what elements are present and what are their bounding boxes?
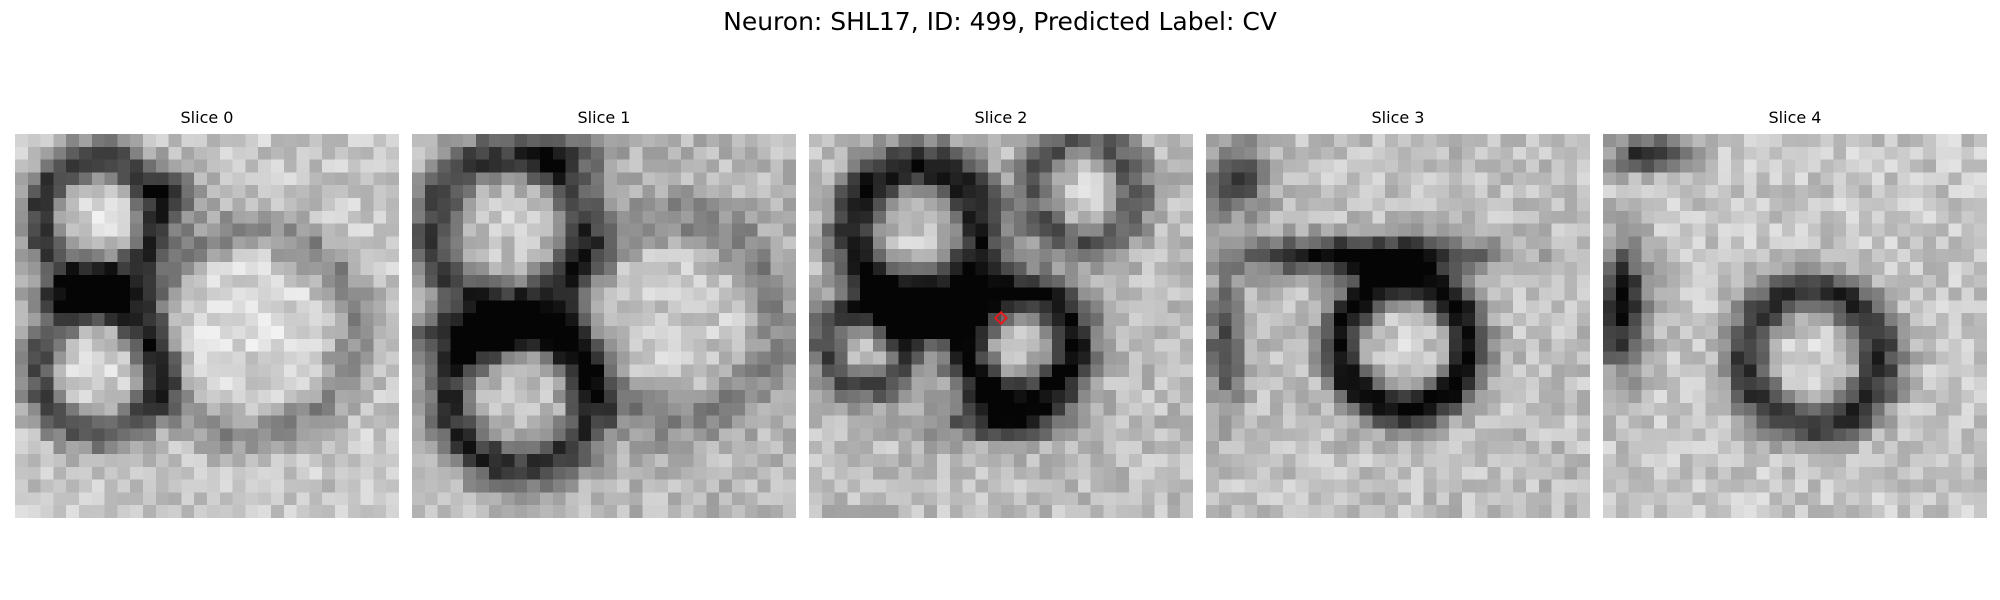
slice-image xyxy=(1603,134,1987,518)
slice-image xyxy=(809,134,1193,518)
slice-title: Slice 4 xyxy=(1768,108,1822,127)
figure-title: Neuron: SHL17, ID: 499, Predicted Label:… xyxy=(723,7,1277,36)
slice-title: Slice 0 xyxy=(180,108,234,127)
slice-image xyxy=(1206,134,1590,518)
slice-image xyxy=(15,134,399,518)
slice-title: Slice 1 xyxy=(577,108,631,127)
slice-title: Slice 3 xyxy=(1371,108,1425,127)
slice-title: Slice 2 xyxy=(974,108,1028,127)
slice-image xyxy=(412,134,796,518)
